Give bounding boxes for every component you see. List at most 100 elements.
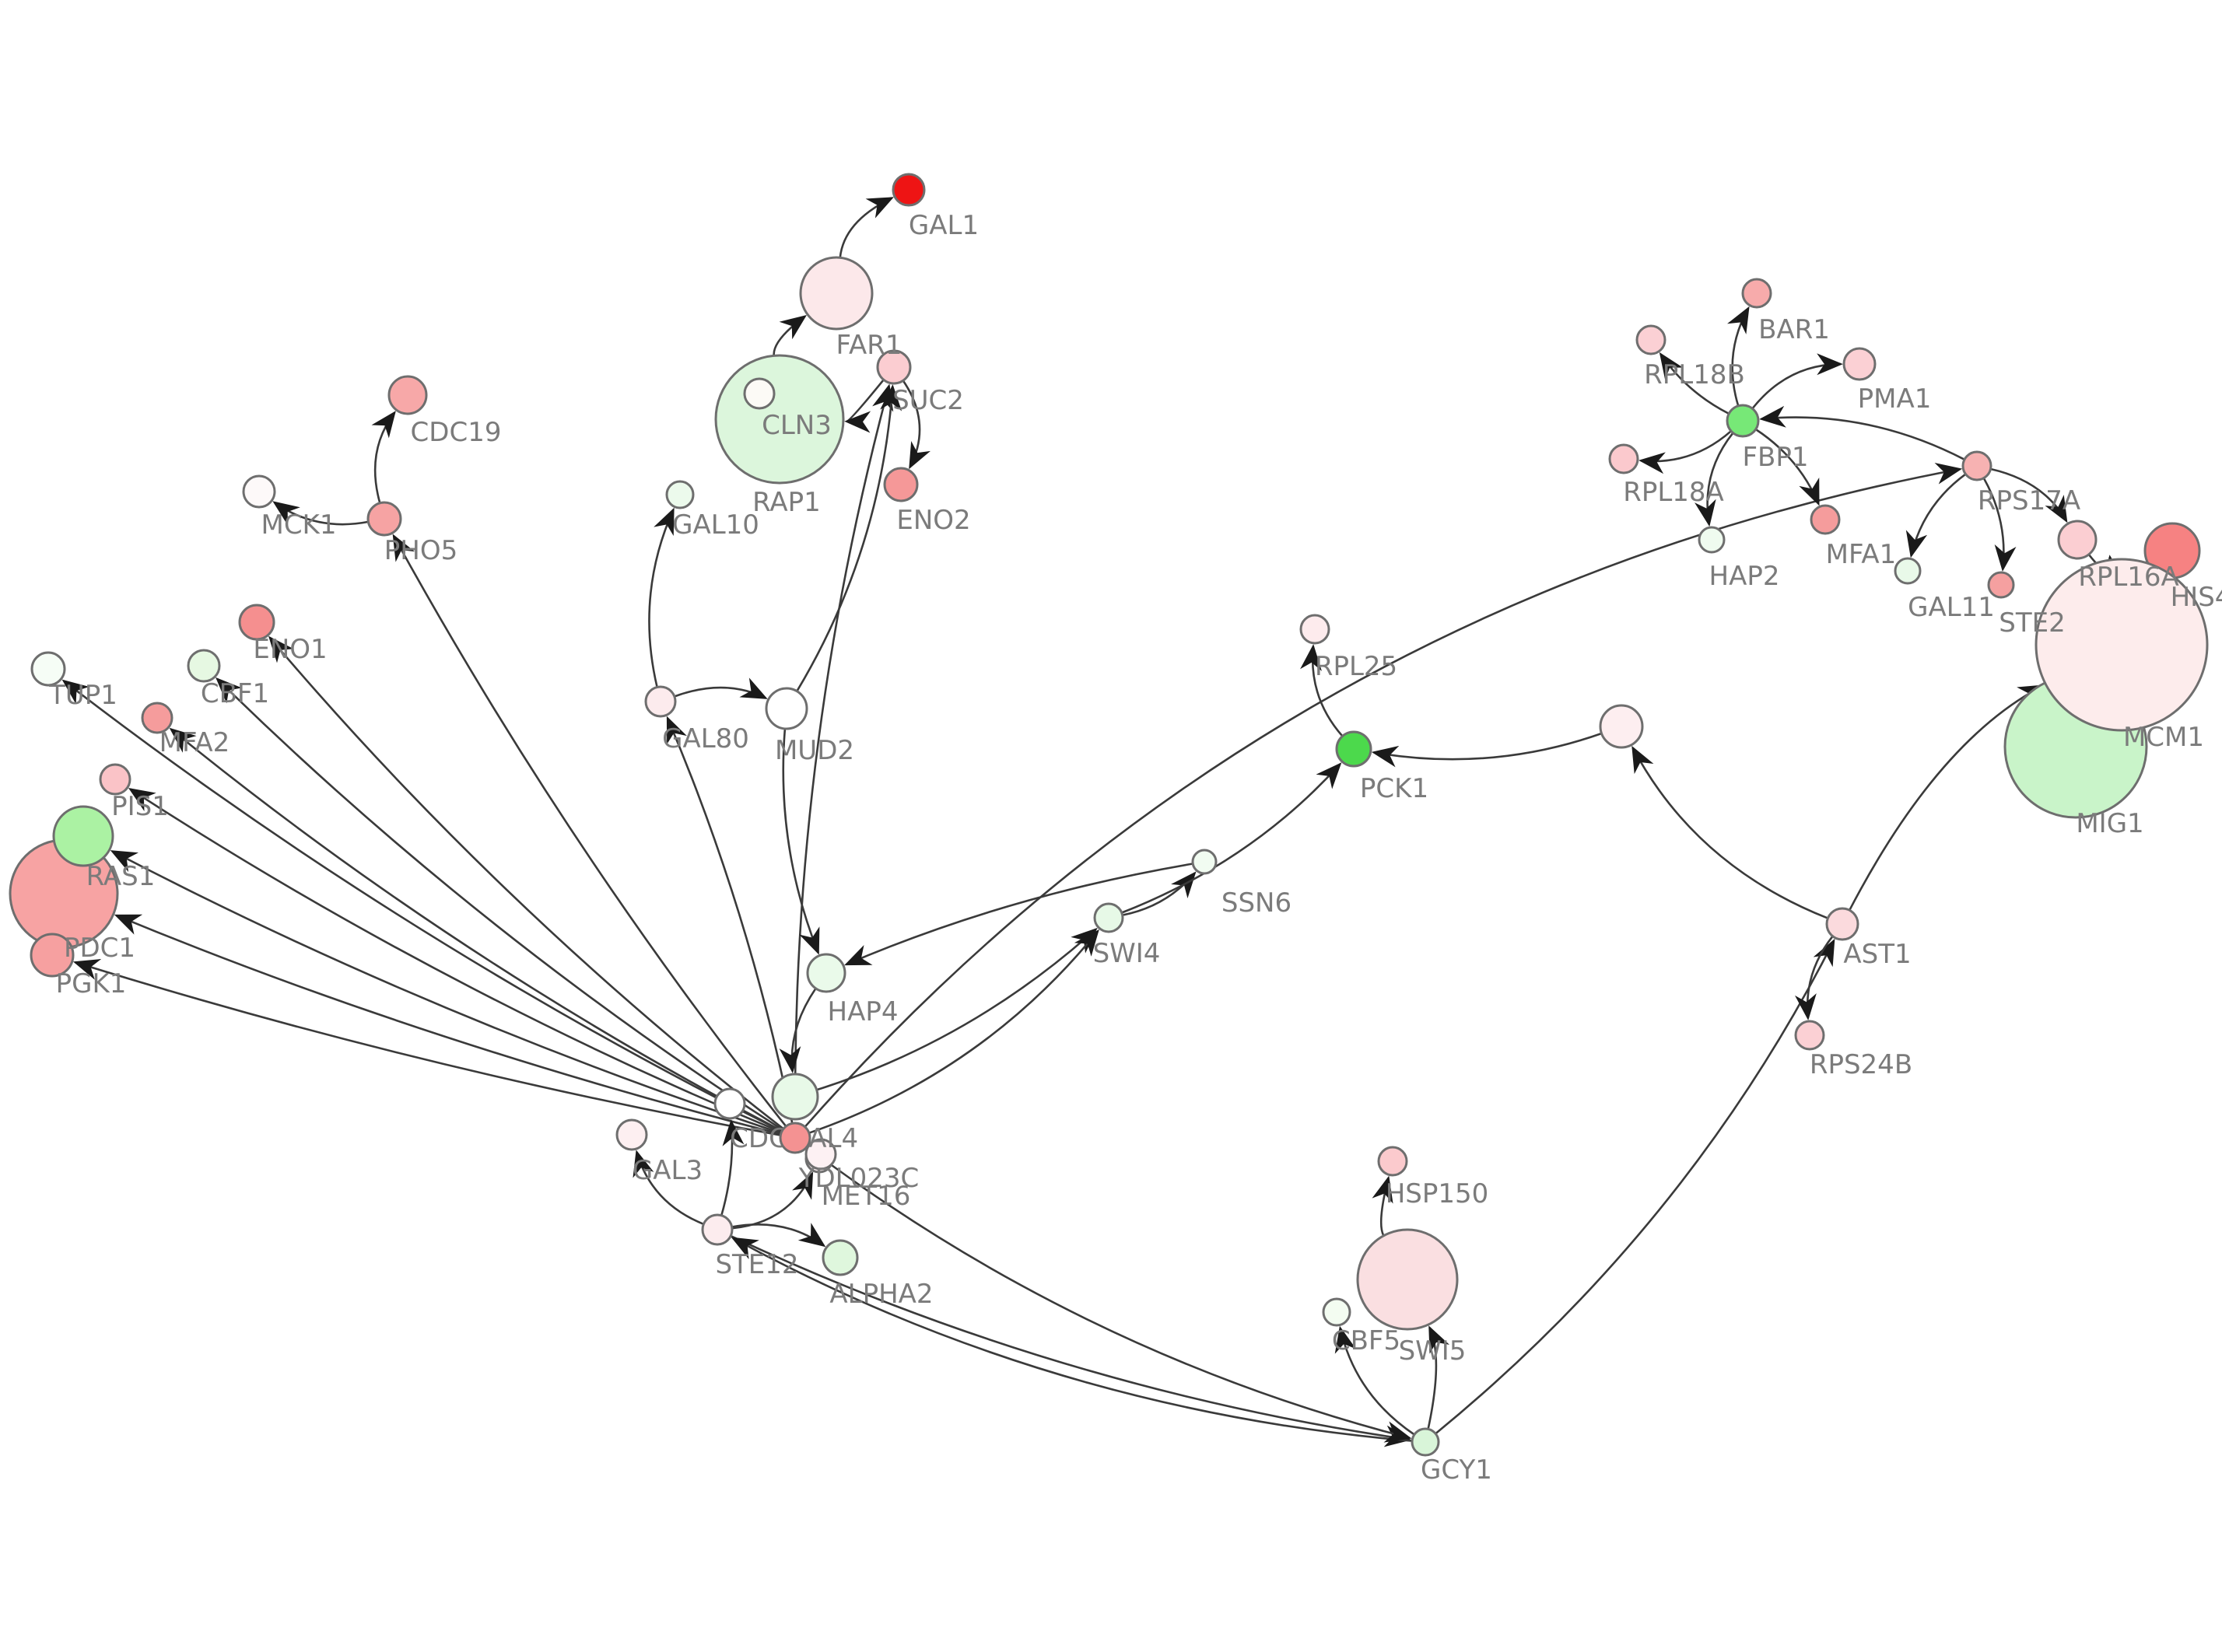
node-mud2[interactable] — [765, 687, 808, 730]
edge-ast1-unlabeled[interactable] — [1631, 745, 1828, 919]
edge-gal4-swi4[interactable] — [808, 929, 1099, 1134]
node-lighthub[interactable] — [771, 1073, 819, 1121]
edge-gal4-rps17a[interactable] — [804, 463, 1963, 1128]
edge-ast1-rps24b[interactable] — [1794, 935, 1834, 1020]
node-ras1[interactable] — [52, 805, 114, 867]
edge-pho5-cdc19[interactable] — [371, 411, 396, 504]
edge-fbp1-bar1[interactable] — [1726, 306, 1750, 407]
node-ssn6[interactable] — [1191, 849, 1218, 875]
node-eno1[interactable] — [238, 604, 275, 641]
edge-gal4-mfa2[interactable] — [169, 727, 783, 1132]
edge-gal4-pgk1[interactable] — [72, 958, 781, 1136]
edge-pho5-mck1[interactable] — [272, 501, 369, 526]
node-rps17a[interactable] — [1961, 450, 1992, 481]
edge-gal80-mud2[interactable] — [674, 677, 768, 699]
node-gal80[interactable] — [644, 685, 677, 718]
edge-gal4-gcy1[interactable] — [806, 1146, 1412, 1443]
node-hsp150[interactable] — [1377, 1146, 1408, 1177]
node-cdc19[interactable] — [387, 375, 428, 415]
node-eno2[interactable] — [883, 467, 919, 502]
edge-gal4-pho5[interactable] — [392, 534, 787, 1127]
node-gal1[interactable] — [892, 173, 926, 207]
node-unlabeled[interactable] — [1599, 704, 1644, 749]
edge-rps17a-ste2[interactable] — [1982, 478, 2017, 572]
edge-fbp1-hap2[interactable] — [1695, 432, 1734, 527]
node-cbf5[interactable] — [1322, 1297, 1351, 1327]
node-swi5[interactable] — [1356, 1228, 1459, 1331]
edge-gcy1-ste12[interactable] — [731, 1237, 1413, 1442]
edge-swi4-ssn6[interactable] — [1122, 871, 1197, 916]
edge-gal4-gal80[interactable] — [666, 716, 794, 1124]
node-pis1[interactable] — [99, 763, 131, 796]
edge-swi4-pck1[interactable] — [1121, 762, 1342, 914]
edge-ssn6-hap4[interactable] — [844, 863, 1193, 966]
node-ste12[interactable] — [701, 1213, 734, 1246]
node-hap2[interactable] — [1698, 526, 1726, 554]
edge-ste12-gcy1[interactable] — [730, 1234, 1411, 1447]
node-suc2[interactable] — [876, 349, 912, 385]
edge-gal4-pis1[interactable] — [128, 787, 782, 1133]
node-ast1[interactable] — [1825, 907, 1859, 941]
node-bar1[interactable] — [1741, 278, 1772, 309]
node-rpl18a[interactable] — [1608, 443, 1639, 474]
node-whitehub[interactable] — [713, 1087, 746, 1120]
edge-gcy1-swi5[interactable] — [1427, 1325, 1449, 1430]
edge-ste12-met16[interactable] — [731, 1171, 814, 1230]
edge-lighthub-suc2[interactable] — [794, 383, 894, 1075]
edge-swi5-hsp150[interactable] — [1372, 1175, 1393, 1237]
node-rpl25[interactable] — [1299, 614, 1330, 645]
node-mck1[interactable] — [242, 474, 276, 509]
edge-hap4-lighthub[interactable] — [779, 988, 817, 1073]
edge-ast1-mcm1[interactable] — [1849, 684, 2045, 911]
node-mfa2[interactable] — [141, 702, 173, 734]
edge-suc2-cln3[interactable] — [844, 379, 885, 433]
edge-rps17a-rpl16a[interactable] — [1990, 467, 2068, 523]
node-pck1[interactable] — [1335, 730, 1372, 768]
node-gal10[interactable] — [665, 480, 695, 509]
edge-unlabeled-pck1[interactable] — [1371, 732, 1602, 768]
node-pma1[interactable] — [1842, 347, 1877, 381]
node-rap1[interactable] — [743, 377, 776, 410]
node-ste2[interactable] — [1987, 571, 2015, 599]
edge-pck1-rpl25[interactable] — [1300, 644, 1344, 737]
node-gal11[interactable] — [1894, 557, 1922, 585]
node-gal4[interactable] — [779, 1122, 811, 1154]
edge-fbp1-mfa1[interactable] — [1754, 428, 1820, 506]
edge-gal4-eno1[interactable] — [268, 635, 784, 1130]
node-cbf1[interactable] — [187, 649, 221, 683]
edge-suc2-eno2[interactable] — [902, 380, 931, 470]
node-tup1[interactable] — [30, 651, 66, 687]
edge-gal4-ras1[interactable] — [110, 850, 782, 1135]
node-gal3[interactable] — [615, 1118, 648, 1151]
edge-far1-gal1[interactable] — [839, 197, 894, 258]
edge-gal4-cbf1[interactable] — [216, 677, 783, 1131]
node-fbp1[interactable] — [1726, 404, 1760, 438]
node-rpl18b[interactable] — [1635, 324, 1666, 355]
edge-gal4-pdc1[interactable] — [114, 914, 781, 1136]
edge-gal4-tup1[interactable] — [61, 679, 783, 1132]
node-mcm1[interactable] — [2034, 558, 2209, 732]
edge-rps17a-gal11[interactable] — [1905, 473, 1967, 558]
edge-fbp1-rpl18a[interactable] — [1638, 430, 1732, 474]
edge-fbp1-pma1[interactable] — [1751, 353, 1843, 410]
edge-ste12-whitehub[interactable] — [720, 1119, 745, 1216]
edge-cln3-far1[interactable] — [773, 315, 807, 356]
node-hap4[interactable] — [806, 953, 846, 993]
edge-rps17a-fbp1[interactable] — [1759, 405, 1965, 460]
edge-mud2-hap4[interactable] — [782, 728, 820, 955]
node-rpl16a[interactable] — [2057, 520, 2098, 560]
node-far1[interactable] — [799, 256, 874, 331]
node-pho5[interactable] — [366, 501, 402, 537]
node-mfa1[interactable] — [1810, 504, 1841, 535]
node-ydl023c[interactable] — [804, 1138, 837, 1171]
node-alpha2[interactable] — [822, 1239, 859, 1276]
edge-ste12-alpha2[interactable] — [731, 1223, 826, 1248]
edge-mud2-suc2[interactable] — [796, 384, 902, 692]
edge-fbp1-rpl18b[interactable] — [1659, 352, 1730, 415]
edge-ste12-gal3[interactable] — [633, 1150, 704, 1226]
edge-gal80-gal10[interactable] — [648, 507, 675, 688]
node-gcy1[interactable] — [1411, 1427, 1440, 1457]
node-rps24b[interactable] — [1794, 1020, 1825, 1051]
node-swi4[interactable] — [1093, 902, 1124, 933]
